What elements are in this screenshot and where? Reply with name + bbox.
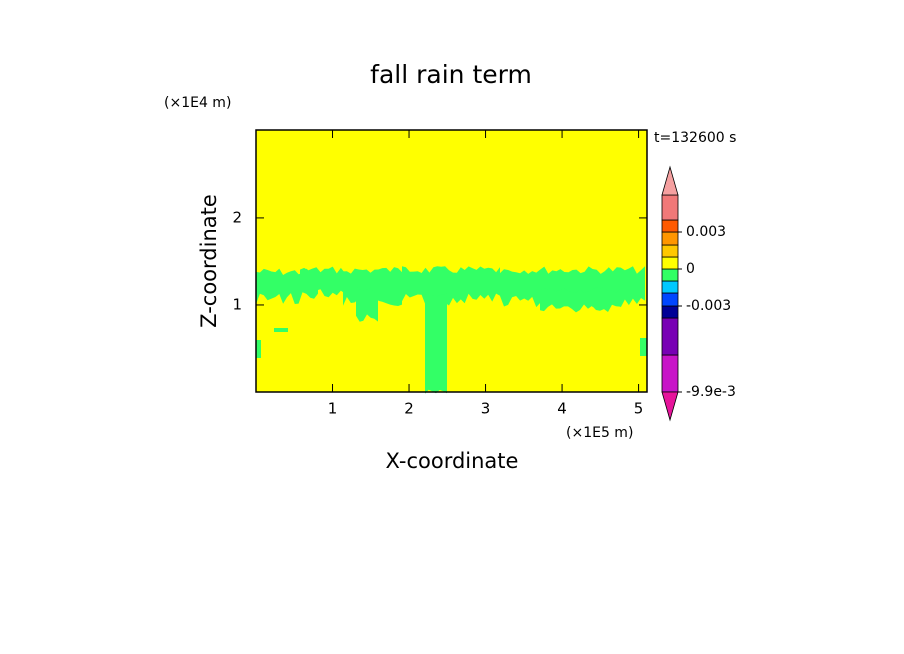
colorbar-box <box>661 219 679 233</box>
colorbar-box <box>661 354 679 393</box>
x-tick-label: 4 <box>557 400 567 418</box>
y-unit: (×1E4 m) <box>164 95 231 111</box>
colorbar-over <box>661 165 679 196</box>
colorbar-tick-label: 0.003 <box>686 224 726 240</box>
colorbar-box <box>661 305 679 319</box>
colorbar-box <box>661 292 679 307</box>
x-tick-label: 5 <box>634 400 644 418</box>
plot-area: 1 2 3 4 5 1 2 <box>232 129 648 418</box>
colorbar-box <box>661 317 679 356</box>
colorbar-box <box>661 280 679 294</box>
colorbar-box <box>661 244 679 258</box>
colorbar: -9.9e-3 -0.003 0 0.003 <box>661 165 736 422</box>
x-axis-title: X-coordinate <box>386 449 519 473</box>
colorbar-box <box>661 231 679 246</box>
field-background <box>256 130 647 392</box>
colorbar-tick-label: 0 <box>686 261 695 277</box>
field-region <box>640 338 647 356</box>
x-tick-label: 1 <box>328 400 338 418</box>
x-tick-label: 2 <box>404 400 414 418</box>
time-label: t=132600 s <box>654 130 736 146</box>
colorbar-box <box>661 268 679 282</box>
y-axis-title: Z-coordinate <box>197 194 221 328</box>
colorbar-box <box>661 194 679 221</box>
field-region <box>425 293 447 394</box>
colorbar-under <box>661 391 679 422</box>
y-tick-label: 2 <box>232 208 242 226</box>
colorbar-tick-label: -0.003 <box>686 298 731 314</box>
field-region <box>300 266 345 298</box>
field-region <box>256 340 261 358</box>
x-unit: (×1E5 m) <box>566 425 633 441</box>
chart-title: fall rain term <box>370 60 532 89</box>
colorbar-tick-label: -9.9e-3 <box>686 384 736 400</box>
field-region <box>274 328 288 332</box>
y-tick-label: 1 <box>232 295 242 313</box>
field-region <box>540 287 620 313</box>
colorbar-box <box>661 256 679 270</box>
x-tick-label: 3 <box>481 400 491 418</box>
field-region <box>356 287 378 322</box>
plot-frame <box>255 129 648 393</box>
